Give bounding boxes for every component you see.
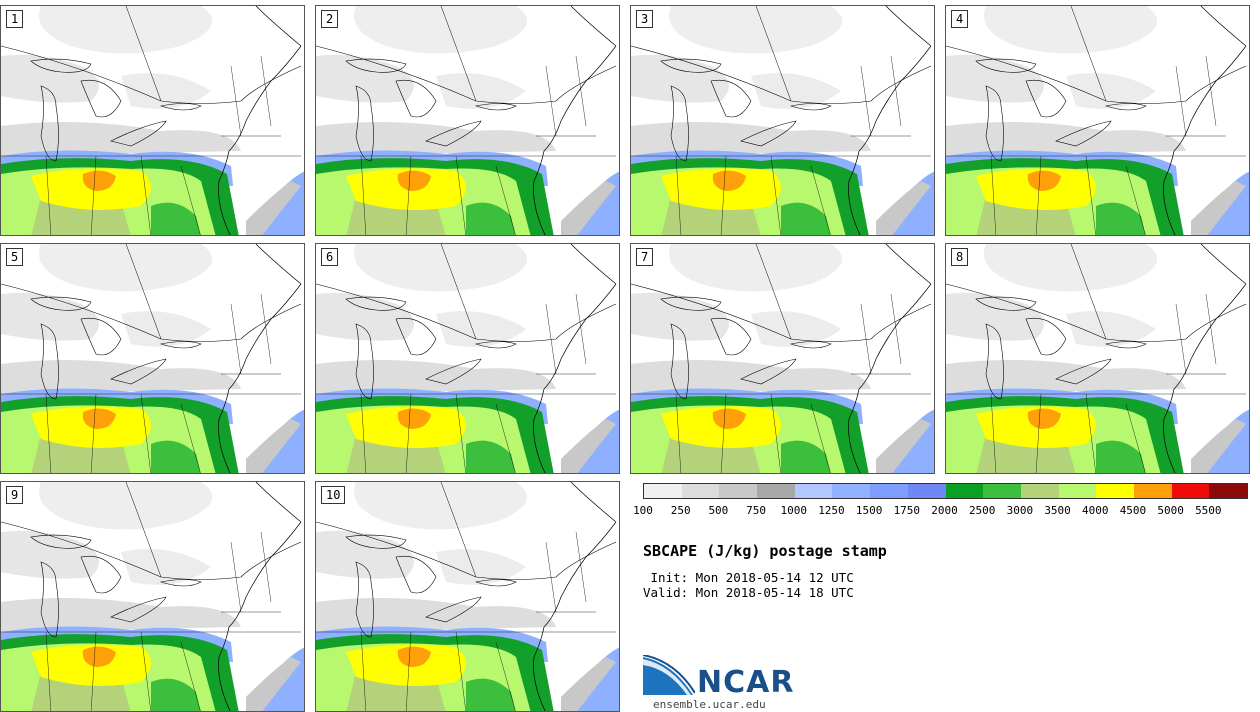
- colorbar-tick-label: 1750: [893, 504, 921, 517]
- colorbar-tick-label: 1250: [818, 504, 845, 517]
- member-number: 7: [636, 248, 654, 266]
- colorbar-swatch: [983, 484, 1021, 498]
- colorbar-tick-label: 500: [708, 504, 729, 517]
- member-number: 1: [6, 10, 24, 28]
- ensemble-member-map: 5: [0, 243, 305, 474]
- colorbar-swatch: [681, 484, 720, 498]
- ncar-logo-icon: [643, 655, 695, 695]
- ensemble-member-map: 8: [945, 243, 1250, 474]
- colorbar-swatch: [757, 484, 795, 498]
- colorbar-swatch: [945, 484, 984, 498]
- ensemble-member-map: 7: [630, 243, 935, 474]
- colorbar-swatch: [1133, 484, 1172, 498]
- colorbar-ticks: 100 250 500 750 1000 1250 1500 1750 2000 2500 3000…: [633, 499, 1248, 517]
- member-number: 10: [321, 486, 346, 504]
- colorbar-swatch: [719, 484, 758, 498]
- ensemble-member-map: 1: [0, 5, 305, 236]
- colorbar-tick-label: 2000: [931, 504, 958, 517]
- colorbar-tick-label: 1500: [855, 504, 883, 517]
- colorbar-swatch: [1020, 484, 1059, 498]
- colorbar-tick-label: 5500: [1195, 504, 1222, 517]
- ensemble-member-map: 3: [630, 5, 935, 236]
- ensemble-member-map: 9: [0, 481, 305, 712]
- colorbar-tick-label: 3500: [1044, 504, 1071, 517]
- member-number: 6: [321, 248, 339, 266]
- ensemble-member-map: 2: [315, 5, 620, 236]
- colorbar-swatch: [1058, 484, 1097, 498]
- member-number: 8: [951, 248, 969, 266]
- colorbar-tick-label: 4500: [1119, 504, 1147, 517]
- colorbar-swatch: [1171, 484, 1210, 498]
- colorbar: [643, 483, 1248, 499]
- colorbar-swatch: [794, 484, 833, 498]
- member-number: 4: [951, 10, 969, 28]
- member-number: 9: [6, 486, 24, 504]
- valid-time: Valid: Mon 2018-05-14 18 UTC: [643, 585, 854, 600]
- member-number: 5: [6, 248, 24, 266]
- color-legend: 100 250 500 750 1000 1250 1500 1750 2000 2500 3000…: [633, 483, 1248, 517]
- colorbar-tick-label: 250: [670, 504, 691, 517]
- colorbar-swatch: [1209, 484, 1247, 498]
- colorbar-swatch: [832, 484, 871, 498]
- colorbar-tick-label: 2500: [968, 504, 996, 517]
- member-number: 2: [321, 10, 339, 28]
- colorbar-swatch: [644, 484, 682, 498]
- time-info: Init: Mon 2018-05-14 12 UTC Valid: Mon 2…: [643, 570, 854, 600]
- colorbar-tick-label: 5000: [1157, 504, 1184, 517]
- ensemble-member-map: 10: [315, 481, 620, 712]
- member-number: 3: [636, 10, 654, 28]
- ensemble-member-map: 4: [945, 5, 1250, 236]
- site-url: ensemble.ucar.edu: [653, 698, 766, 711]
- colorbar-tick-label: 1000: [780, 504, 808, 517]
- ensemble-member-map: 6: [315, 243, 620, 474]
- plot-title: SBCAPE (J/kg) postage stamp: [643, 542, 887, 560]
- logo-text: NCAR: [697, 665, 795, 700]
- colorbar-tick-label: 750: [746, 504, 766, 517]
- colorbar-swatch: [907, 484, 946, 498]
- colorbar-tick-label: 3000: [1006, 504, 1034, 517]
- colorbar-swatch: [870, 484, 908, 498]
- colorbar-tick-label: 4000: [1082, 504, 1109, 517]
- colorbar-swatch: [1096, 484, 1134, 498]
- init-time: Init: Mon 2018-05-14 12 UTC: [643, 570, 854, 585]
- colorbar-tick-label: 100: [633, 504, 653, 517]
